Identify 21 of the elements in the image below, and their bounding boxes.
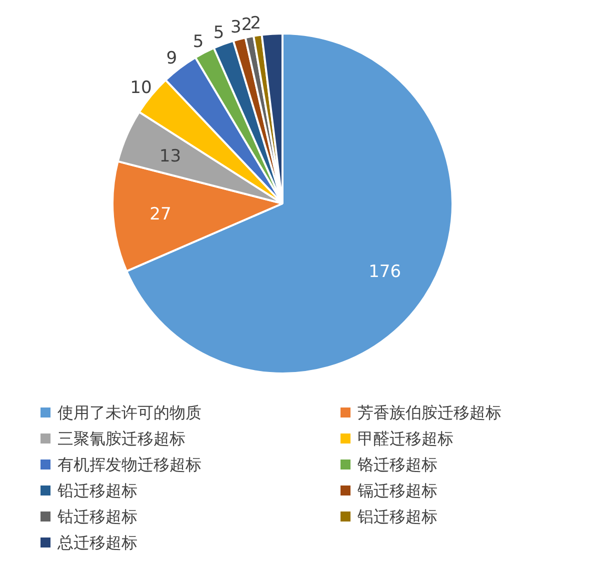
data-label: 10 xyxy=(130,78,152,98)
legend-label: 铅迁移超标 xyxy=(56,481,138,500)
legend-label: 钴迁移超标 xyxy=(56,507,138,526)
data-label: 5 xyxy=(192,32,204,52)
data-label: 5 xyxy=(213,22,224,43)
data-label: 3 xyxy=(230,17,242,38)
legend-label: 铬迁移超标 xyxy=(356,455,438,474)
legend-label: 甲醛迁移超标 xyxy=(358,429,454,448)
data-label: 176 xyxy=(368,262,402,282)
legend-label: 镉迁移超标 xyxy=(356,481,438,500)
data-label: 13 xyxy=(159,146,182,166)
data-label: 2 xyxy=(250,13,262,34)
data-label: 2 xyxy=(241,14,252,35)
legend-label: 铝迁移超标 xyxy=(356,507,438,526)
legend-label: 有机挥发物迁移超标 xyxy=(58,455,202,474)
legend-label: 芳香族伯胺迁移超标 xyxy=(358,403,502,422)
legend-label: 总迁移超标 xyxy=(56,533,138,552)
data-label: 27 xyxy=(150,204,172,225)
legend-label: 使用了未许可的物质 xyxy=(58,403,202,422)
data-label: 9 xyxy=(166,48,178,69)
legend-label: 三聚氰胺迁移超标 xyxy=(58,429,186,448)
